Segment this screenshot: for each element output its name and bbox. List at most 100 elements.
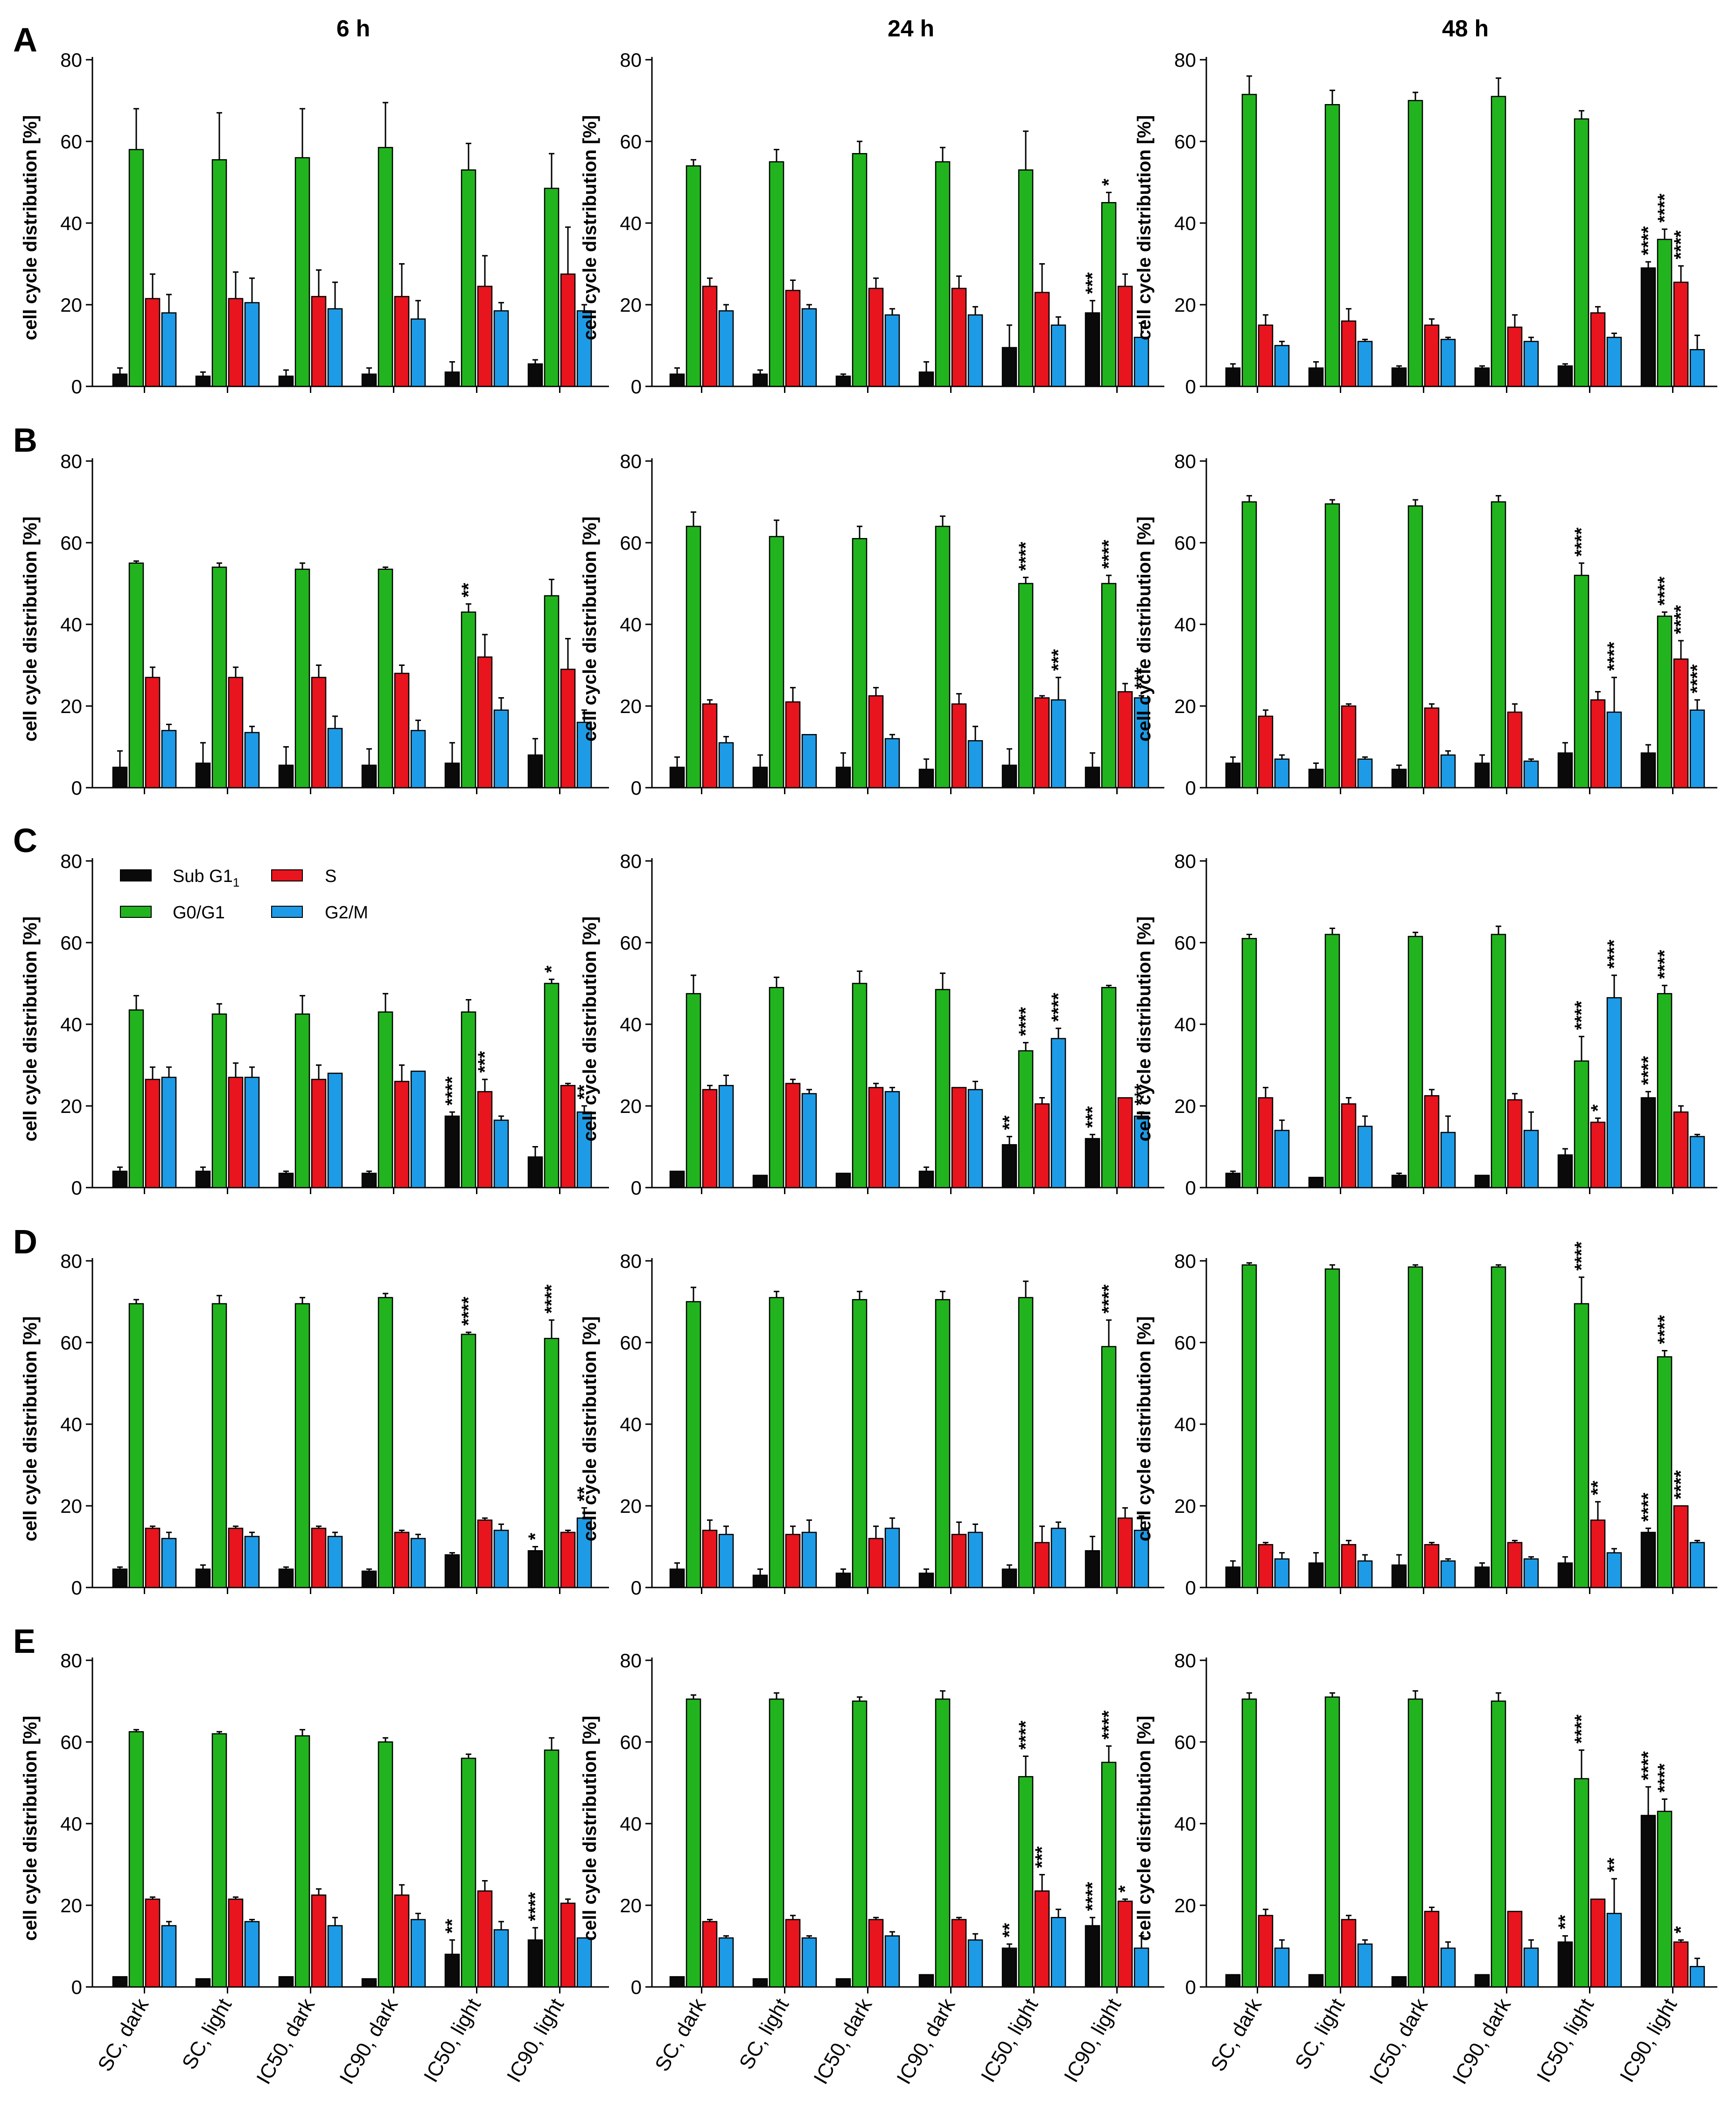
y-tick-label: 60 [1174, 532, 1196, 554]
bar-g2-m [327, 727, 343, 789]
y-tick-label: 60 [620, 131, 642, 153]
bar-sub-g1 [835, 1978, 851, 1988]
bar-g2-m [718, 1534, 734, 1588]
x-tick-label: SC, light [1291, 1995, 1350, 2074]
bar-sub-g1 [112, 767, 128, 789]
bar-g0-g1 [378, 147, 393, 387]
significance-stars: *** [1082, 272, 1103, 294]
bar-g0-g1 [1018, 1050, 1034, 1189]
bar-sub-g1 [1391, 1976, 1407, 1988]
bar-g2-m [493, 1530, 509, 1588]
bar-g0-g1 [128, 562, 144, 789]
significance-stars: **** [1654, 950, 1675, 979]
x-tick-label: IC50, light [420, 1995, 485, 2086]
bar-g0-g1 [1241, 1698, 1257, 1988]
bar-g0-g1 [1241, 501, 1257, 789]
bar-s [394, 672, 410, 789]
y-axis-label: cell cycle distribution [%] [1134, 1716, 1155, 1941]
y-tick-label: 60 [60, 1731, 82, 1753]
bar-s [785, 1534, 801, 1588]
bar-g2-m [884, 1091, 900, 1189]
bar-s [1258, 324, 1274, 387]
y-tick-label: 80 [620, 850, 642, 872]
x-tick-label: IC50, light [977, 1995, 1043, 2086]
y-tick-label: 60 [60, 1332, 82, 1354]
bar-sub-g1 [1308, 1974, 1324, 1988]
bar-g0-g1 [1101, 987, 1117, 1189]
bar-s [1258, 1544, 1274, 1588]
y-tick-label: 40 [60, 1014, 82, 1035]
bar-s [1117, 286, 1133, 387]
bar-g0-g1 [461, 169, 476, 387]
bar-s [1034, 1890, 1050, 1988]
bar-g2-m [493, 709, 509, 789]
x-tick-label: SC, dark [651, 1994, 711, 2076]
significance-stars: * [1671, 1926, 1691, 1933]
bar-s [1424, 707, 1440, 789]
y-tick-label: 0 [631, 1577, 642, 1599]
significance-stars: **** [1638, 1492, 1659, 1522]
bar-s [477, 656, 493, 789]
bar-g0-g1 [1574, 1778, 1589, 1988]
bar-g2-m [967, 740, 983, 789]
bar-sub-g1 [1225, 1974, 1241, 1988]
bar-g0-g1 [1657, 993, 1673, 1189]
bar-g2-m [1134, 1115, 1149, 1189]
bar-g2-m [1050, 324, 1066, 387]
bar-s [1341, 1919, 1357, 1988]
bar-g2-m [1274, 1130, 1290, 1189]
bar-sub-g1 [1391, 1564, 1407, 1588]
significance-stars: ** [1588, 1481, 1608, 1496]
bar-sub-g1 [1001, 764, 1017, 789]
bar-sub-g1 [278, 1173, 294, 1189]
bar-g0-g1 [1101, 583, 1117, 789]
significance-stars: * [541, 965, 562, 973]
bar-g2-m [1440, 1132, 1456, 1189]
bar-sub-g1 [835, 375, 851, 387]
y-axis-label: cell cycle distribution [%] [20, 916, 41, 1141]
bar-g2-m [967, 1089, 983, 1189]
bar-g0-g1 [461, 1011, 476, 1189]
bar-g2-m [161, 1538, 177, 1588]
bar-s [1034, 1542, 1050, 1588]
significance-stars: **** [1654, 1315, 1675, 1344]
bar-g2-m [1689, 1542, 1705, 1588]
bar-g0-g1 [378, 1741, 393, 1988]
bar-s [951, 703, 967, 789]
bar-sub-g1 [1474, 1567, 1490, 1588]
bar-sub-g1 [1391, 1175, 1407, 1189]
y-tick-label: 80 [60, 450, 82, 472]
bar-s [560, 1532, 576, 1588]
bar-s [1341, 705, 1357, 789]
bar-sub-g1 [752, 1175, 768, 1189]
bar-g2-m [1523, 341, 1539, 387]
bar-s [560, 273, 576, 387]
bar-g0-g1 [1241, 938, 1257, 1189]
bar-sub-g1 [918, 1974, 934, 1988]
y-axis-label: cell cycle distribution [%] [20, 1716, 41, 1941]
bar-g0-g1 [544, 188, 560, 387]
significance-stars: **** [1654, 193, 1675, 223]
legend-swatch-g0-g1 [120, 906, 152, 918]
bar-g0-g1 [769, 987, 784, 1189]
x-tick-label: SC, light [735, 1995, 794, 2074]
bar-g2-m [244, 302, 260, 387]
y-tick-label: 60 [1174, 1332, 1196, 1354]
bar-s [311, 1894, 327, 1988]
bar-g0-g1 [935, 989, 951, 1189]
significance-stars: ** [574, 1487, 595, 1502]
bar-sub-g1 [444, 371, 460, 387]
bar-g0-g1 [1241, 94, 1257, 387]
bar-g0-g1 [686, 525, 701, 789]
bar-g0-g1 [1407, 100, 1423, 387]
y-axis-label: cell cycle distribution [%] [1134, 517, 1155, 741]
bar-sub-g1 [1557, 1562, 1573, 1588]
bar-g0-g1 [1491, 501, 1506, 789]
bar-sub-g1 [1308, 769, 1324, 789]
bar-s [1507, 1910, 1523, 1988]
y-tick-label: 80 [60, 1250, 82, 1272]
bar-sub-g1 [1225, 1567, 1241, 1588]
bar-sub-g1 [752, 373, 768, 387]
y-tick-label: 40 [60, 212, 82, 234]
y-tick-label: 40 [60, 614, 82, 636]
